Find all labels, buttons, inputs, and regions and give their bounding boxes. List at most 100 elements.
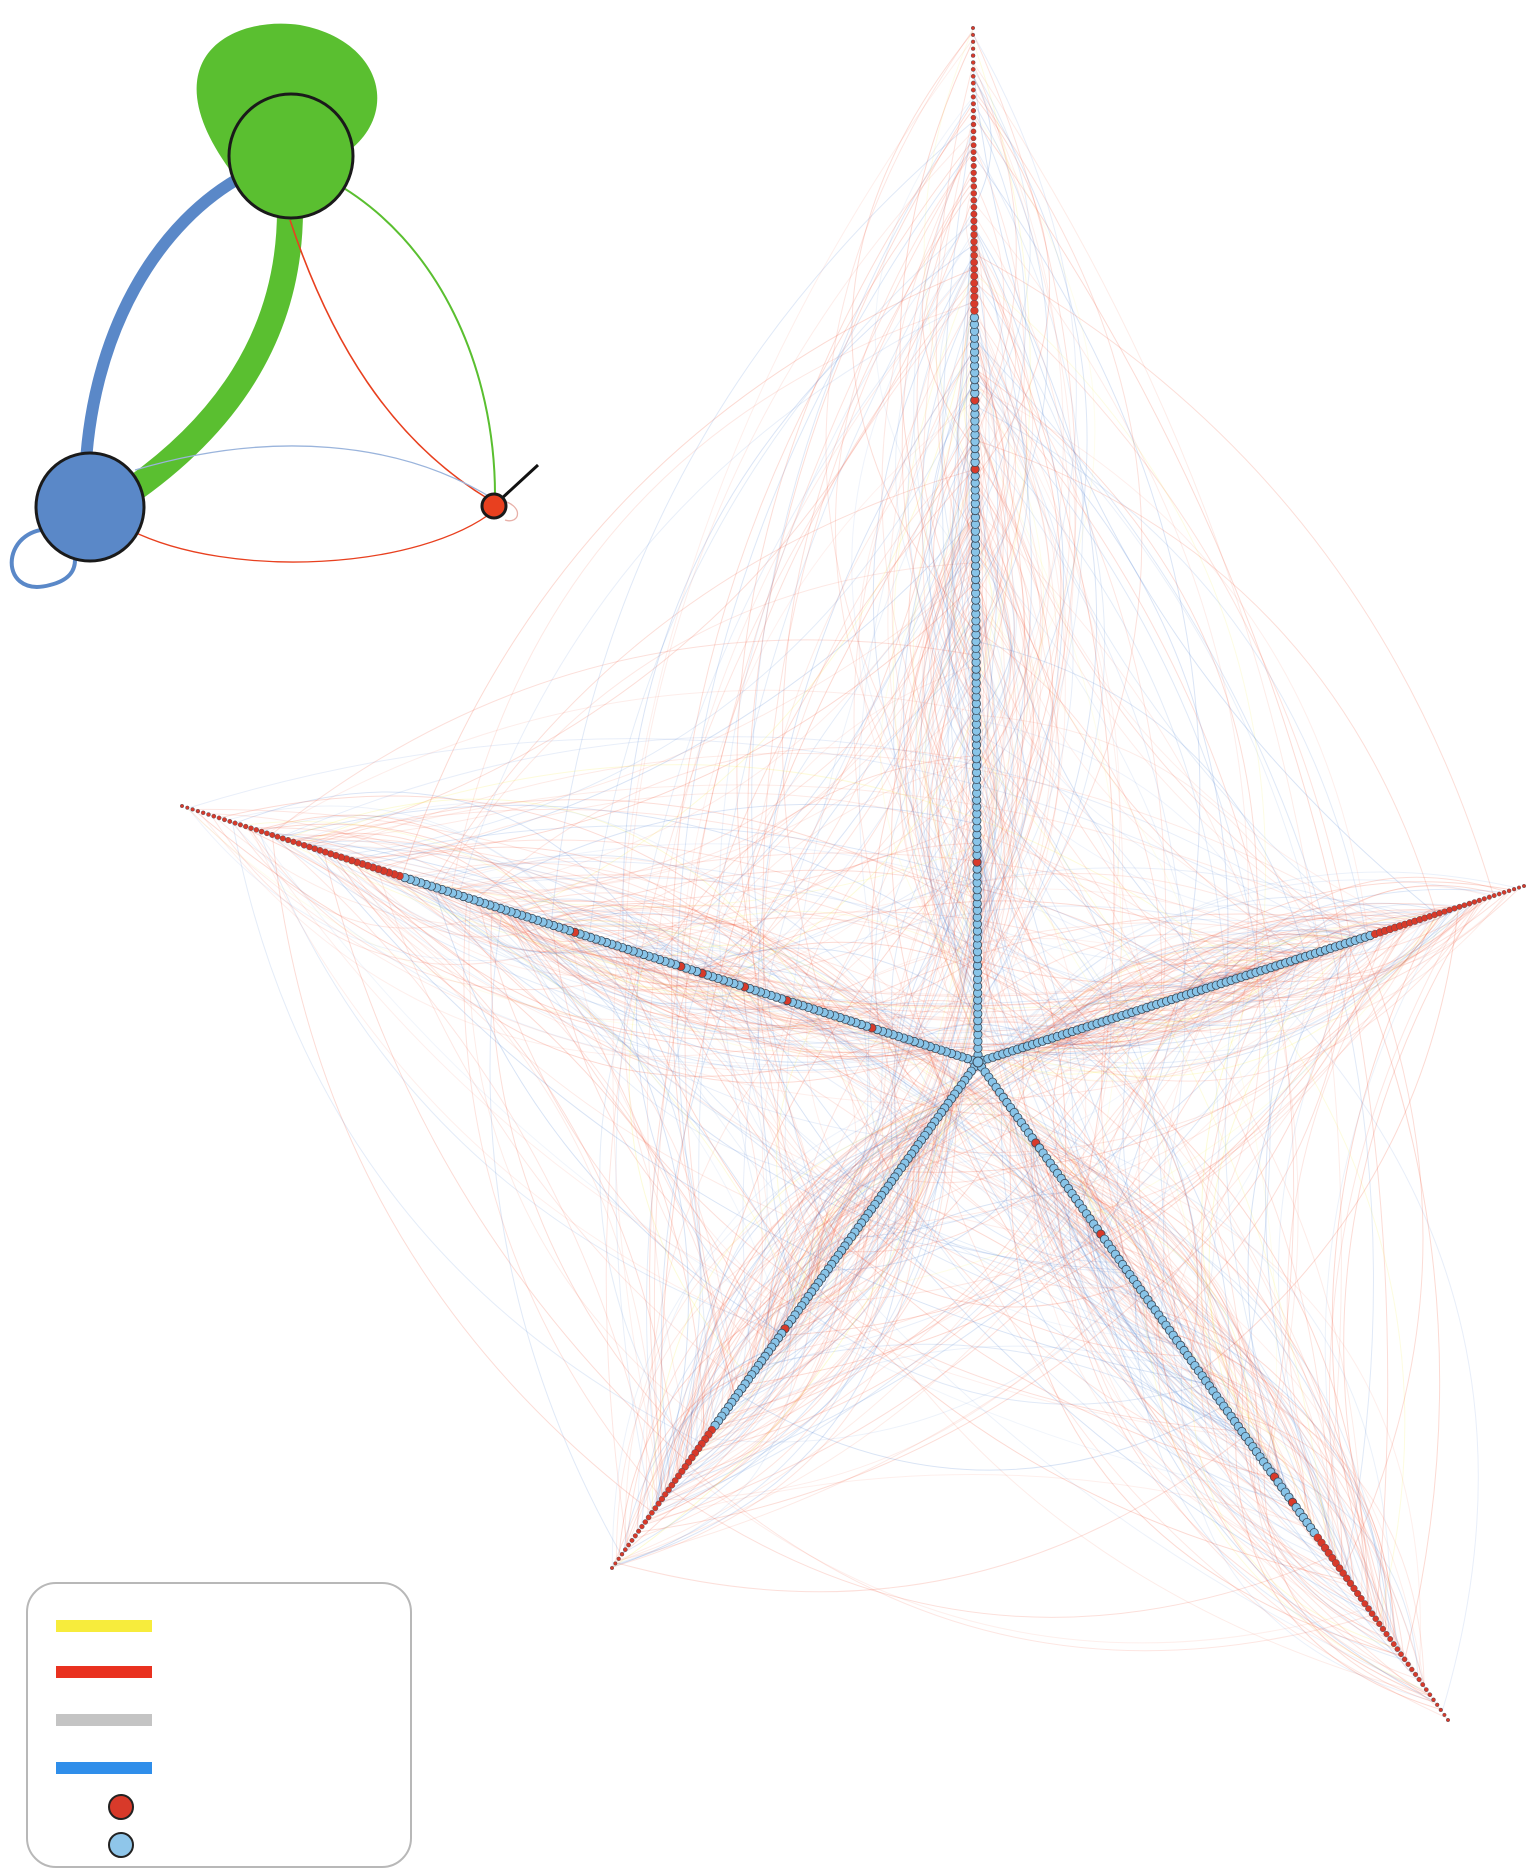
network-edge xyxy=(231,822,703,1444)
network-edge xyxy=(482,902,738,987)
network-edge xyxy=(710,1107,947,1433)
network-edge xyxy=(279,804,978,951)
network-edge xyxy=(1114,926,1397,1027)
network-edge xyxy=(477,900,769,997)
network-edge xyxy=(974,390,1360,940)
network-edge xyxy=(295,802,838,1017)
network-edge xyxy=(599,955,693,1458)
network-edge xyxy=(976,719,1289,963)
network-edge xyxy=(976,767,1014,981)
network-edge xyxy=(771,1238,851,1347)
network-node xyxy=(227,819,233,824)
network-edge xyxy=(565,929,689,1510)
network-edge xyxy=(972,62,1342,1546)
network-edge xyxy=(1107,1242,1239,1426)
network-edge xyxy=(1052,1031,1074,1196)
network-edge xyxy=(702,1148,916,1441)
network-node xyxy=(1416,1676,1422,1682)
network-edge xyxy=(489,908,622,1556)
network-edge xyxy=(883,1031,953,1098)
network-node xyxy=(206,812,211,817)
network-edge xyxy=(351,860,856,1040)
network-edge xyxy=(699,1112,942,1447)
network-edge xyxy=(905,530,979,1025)
network-edge xyxy=(952,862,979,999)
network-edge xyxy=(973,227,1064,934)
network-edge xyxy=(975,575,1035,877)
network-edge xyxy=(187,807,604,962)
network-node xyxy=(1357,1595,1365,1602)
network-edge xyxy=(695,1092,957,1453)
network-edge xyxy=(916,479,1006,1043)
network-edge xyxy=(977,983,1133,1279)
network-edge xyxy=(555,912,801,1006)
network-edge xyxy=(1141,888,1505,1010)
network-edge xyxy=(817,1154,912,1284)
network-edge xyxy=(1122,1010,1201,1373)
network-edge xyxy=(960,632,1068,1034)
network-edge xyxy=(752,1101,950,1373)
network-node xyxy=(970,80,976,86)
network-edge xyxy=(607,942,1429,1693)
network-edge xyxy=(973,244,1028,639)
network-edge xyxy=(430,885,893,1045)
network-edge xyxy=(794,1214,869,1316)
network-node xyxy=(1451,905,1458,912)
network-node xyxy=(1376,1620,1383,1627)
network-edge xyxy=(928,360,978,767)
network-edge xyxy=(312,784,1376,935)
network-node xyxy=(970,74,976,79)
network-edge xyxy=(1043,1006,1149,1049)
network-edge xyxy=(972,63,1017,439)
network-edge xyxy=(801,1242,848,1305)
network-edge xyxy=(489,904,844,1029)
network-edge xyxy=(631,911,1200,992)
network-edge xyxy=(799,1191,1071,1309)
network-edge xyxy=(605,931,1383,1052)
network-edge xyxy=(611,1104,947,1568)
network-edge xyxy=(1169,925,1357,1001)
network-edge xyxy=(828,1156,910,1268)
network-node xyxy=(970,224,978,232)
network-edge xyxy=(928,616,978,854)
network-edge xyxy=(1036,1144,1421,1680)
network-edge xyxy=(1057,1000,1167,1039)
legend-swatch-red xyxy=(56,1666,152,1678)
network-edge xyxy=(659,993,1190,1503)
network-node xyxy=(970,121,977,128)
network-edge xyxy=(665,976,768,1494)
network-edge xyxy=(742,986,882,1196)
network-edge xyxy=(974,377,1229,982)
network-edge xyxy=(976,770,991,875)
network-edge xyxy=(401,268,975,877)
network-edge xyxy=(835,1016,909,1044)
network-edge xyxy=(938,731,978,949)
network-edge xyxy=(1007,1102,1116,1255)
network-edge xyxy=(747,102,974,1279)
network-node xyxy=(1361,1600,1369,1608)
network-edge xyxy=(914,899,1481,1154)
network-edge xyxy=(751,955,978,1376)
network-edge xyxy=(1025,1128,1365,1604)
network-edge xyxy=(1126,1271,1218,1397)
network-edge xyxy=(258,830,783,1334)
network-node xyxy=(1442,1712,1447,1717)
network-edge xyxy=(974,509,1299,1468)
network-edge xyxy=(856,941,1351,1231)
network-edge xyxy=(584,935,828,1271)
network-edge xyxy=(976,916,1025,1114)
network-edge xyxy=(910,517,978,966)
network-edge xyxy=(965,621,1441,1709)
hub-node xyxy=(972,1056,984,1068)
green-node xyxy=(227,92,355,220)
network-edge xyxy=(945,1051,1182,1347)
network-edge xyxy=(1140,938,1363,1027)
network-node xyxy=(1365,1605,1372,1612)
network-edge xyxy=(1095,914,1426,1025)
network-node xyxy=(1445,1717,1450,1722)
blue-green-edge xyxy=(79,169,248,481)
network-edge xyxy=(642,973,1253,1526)
network-edge xyxy=(718,935,1371,1422)
network-edge xyxy=(953,545,977,671)
network-edge xyxy=(710,877,978,977)
